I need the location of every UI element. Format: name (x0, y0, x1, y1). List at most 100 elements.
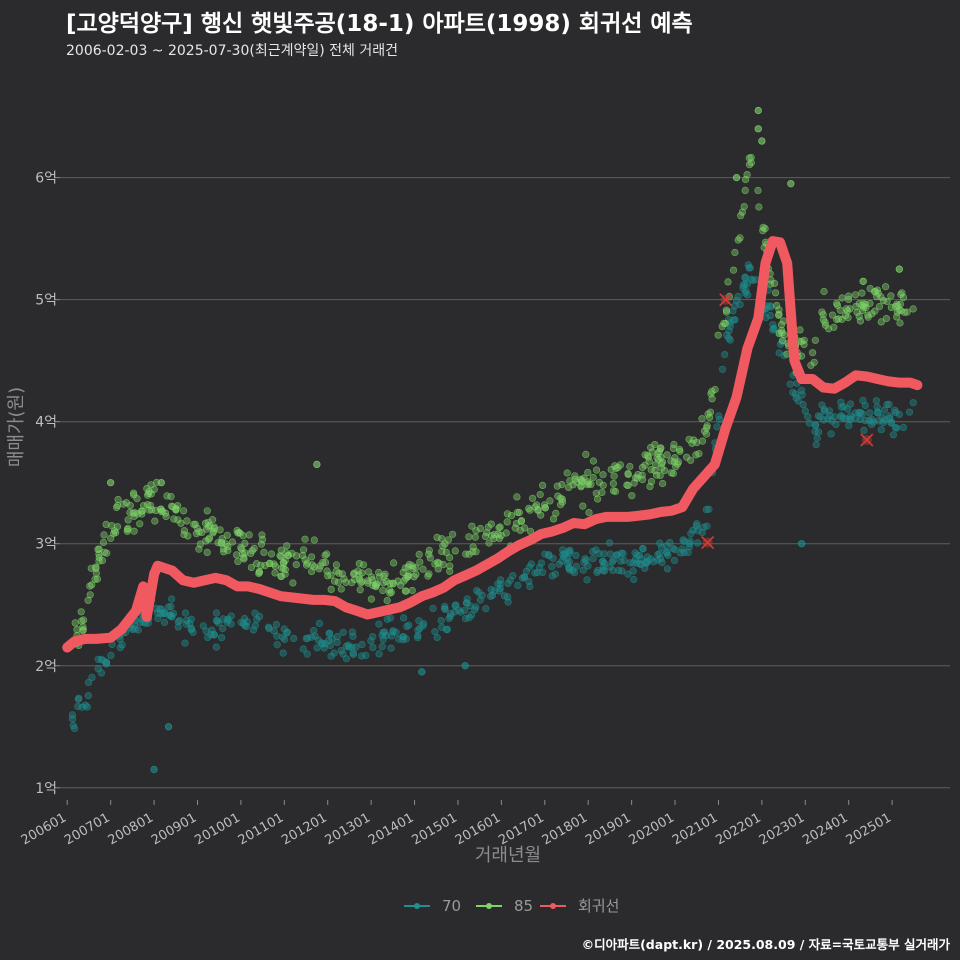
point-70 (718, 365, 727, 373)
point-70 (88, 673, 96, 682)
point-85 (308, 567, 316, 576)
point-70 (299, 645, 307, 653)
point-85 (462, 550, 470, 558)
point-85 (234, 529, 242, 537)
point-70 (358, 640, 366, 649)
x-tick-label: 202401 (800, 810, 850, 848)
point-85 (415, 550, 423, 559)
point-85 (667, 469, 675, 477)
point-85 (761, 225, 769, 233)
point-85 (308, 553, 316, 561)
point-85 (79, 616, 88, 624)
point-85 (79, 627, 87, 635)
y-axis-title: 매매가(원) (6, 387, 27, 467)
point-70 (378, 642, 386, 651)
point-70 (84, 692, 92, 700)
x-tick-label: 201501 (409, 810, 459, 848)
point-85 (882, 315, 891, 323)
point-85 (722, 308, 731, 316)
point-85 (95, 553, 103, 562)
point-85 (270, 560, 278, 568)
point-70 (873, 403, 881, 411)
legend-item: 70 (404, 897, 461, 915)
point-70 (656, 539, 664, 547)
point-70 (715, 416, 724, 424)
point-70 (818, 401, 826, 409)
point-70 (633, 551, 641, 559)
point-85 (245, 531, 253, 539)
point-85 (496, 523, 504, 531)
point-85 (271, 569, 279, 577)
point-85 (438, 547, 446, 556)
point-85 (151, 517, 159, 525)
point-70 (386, 614, 395, 622)
point-85 (531, 503, 539, 511)
point-70 (643, 553, 652, 561)
point-85 (375, 573, 384, 581)
point-85 (284, 551, 292, 560)
point-70 (560, 553, 568, 561)
point-85 (553, 482, 561, 490)
legend-label: 70 (442, 897, 461, 915)
point-85 (556, 501, 565, 509)
point-85 (355, 571, 363, 579)
point-85-outlier (157, 479, 165, 487)
point-85 (416, 558, 424, 566)
point-70 (333, 638, 341, 646)
point-70 (212, 609, 220, 617)
point-85 (651, 461, 660, 469)
point-70 (827, 430, 835, 438)
point-70 (446, 612, 454, 621)
point-85 (355, 559, 363, 568)
point-85 (408, 586, 416, 595)
y-tick-label: 5억 (35, 293, 57, 309)
point-70 (769, 326, 777, 334)
point-70 (462, 599, 471, 607)
x-tick-label: 201401 (366, 810, 416, 848)
point-85 (114, 495, 122, 504)
chart-subtitle: 2006-02-03 ~ 2025-07-30(최근계약일) 전체 거래건 (66, 43, 398, 59)
point-85 (100, 548, 109, 556)
series-85-points (71, 106, 917, 650)
point-70 (164, 603, 172, 611)
point-85 (123, 525, 132, 534)
point-85 (137, 507, 145, 515)
point-70 (443, 625, 451, 634)
point-85 (722, 306, 731, 314)
point-85 (310, 536, 318, 544)
point-85 (832, 299, 841, 308)
point-85 (546, 497, 554, 505)
point-70 (504, 593, 512, 601)
x-tick-label: 200701 (62, 810, 112, 848)
point-85-outlier (754, 106, 762, 115)
point-85 (734, 236, 742, 244)
point-70 (609, 566, 617, 575)
point-70 (166, 611, 174, 619)
point-85 (71, 619, 79, 627)
point-70 (658, 558, 666, 567)
point-70 (606, 550, 614, 558)
point-85 (879, 297, 888, 305)
point-85 (552, 509, 560, 517)
point-70 (877, 426, 885, 434)
point-85-outlier (313, 460, 321, 469)
point-85 (587, 480, 595, 489)
point-85 (472, 527, 480, 535)
point-85 (595, 478, 603, 486)
point-70 (304, 634, 312, 642)
point-70 (362, 651, 370, 660)
point-70 (739, 281, 747, 290)
point-70 (537, 559, 546, 567)
point-85 (645, 457, 653, 465)
point-85 (877, 318, 885, 326)
point-70 (116, 644, 124, 652)
point-70 (813, 434, 821, 442)
point-85-outlier (859, 277, 867, 285)
point-70 (663, 542, 671, 550)
point-85 (819, 316, 828, 324)
y-tick-label: 2억 (35, 659, 57, 675)
point-85 (157, 505, 165, 513)
point-85 (248, 547, 256, 555)
point-85 (252, 560, 261, 568)
point-70 (820, 405, 828, 414)
